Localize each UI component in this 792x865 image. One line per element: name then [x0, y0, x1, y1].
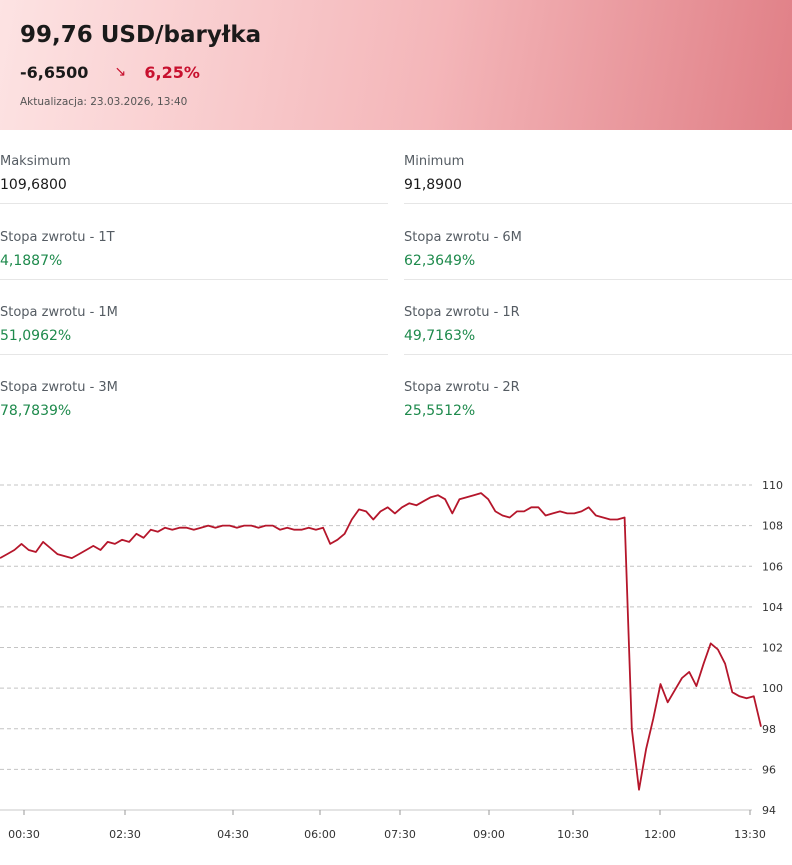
stat-label: Minimum — [404, 154, 465, 169]
y-tick-label: 108 — [762, 520, 783, 533]
stat-label: Stopa zwrotu - 6M — [404, 230, 522, 245]
y-tick-label: 104 — [762, 601, 783, 614]
x-tick-label: 00:30 — [8, 828, 40, 841]
y-tick-label: 102 — [762, 642, 783, 655]
y-tick-label: 98 — [762, 723, 776, 736]
stat-label: Stopa zwrotu - 1R — [404, 305, 520, 320]
price-series-line — [0, 492, 762, 791]
update-timestamp: Aktualizacja: 23.03.2026, 13:40 — [20, 96, 188, 108]
stat-max: Maksimum 109,6800 — [0, 130, 388, 204]
x-tick-label: 13:30 — [734, 828, 766, 841]
price-chart-svg[interactable]: 94 96 98 100 102 104 106 108 110 00:30 02:30 04:30… — [0, 460, 792, 865]
stat-min: Minimum 91,8900 — [404, 130, 792, 204]
price-chart[interactable]: 94 96 98 100 102 104 106 108 110 00:30 02:30 04:30… — [0, 460, 792, 865]
x-tick-label: 02:30 — [109, 828, 141, 841]
stat-return-6m: Stopa zwrotu - 6M 62,3649% — [404, 206, 792, 280]
stat-value: 49,7163% — [404, 328, 476, 344]
stat-label: Stopa zwrotu - 1M — [0, 305, 118, 320]
stat-return-1t: Stopa zwrotu - 1T 4,1887% — [0, 206, 388, 280]
y-tick-label: 100 — [762, 682, 783, 695]
arrow-down-right-icon: ↘ — [114, 64, 127, 80]
stat-value: 25,5512% — [404, 403, 476, 419]
stat-value: 62,3649% — [404, 253, 476, 269]
stat-value: 109,6800 — [0, 177, 67, 193]
y-tick-label: 106 — [762, 560, 783, 573]
stat-return-2r: Stopa zwrotu - 2R 25,5512% — [404, 356, 792, 430]
stat-value: 91,8900 — [404, 177, 462, 193]
change-percent: 6,25% — [144, 62, 200, 82]
change-absolute: -6,6500 — [20, 62, 89, 82]
price-change: -6,6500 ↘ 6,25% — [20, 62, 200, 82]
quote-header: 99,76 USD/baryłka -6,6500 ↘ 6,25% Aktual… — [0, 0, 792, 130]
stat-label: Stopa zwrotu - 2R — [404, 380, 520, 395]
stat-label: Stopa zwrotu - 3M — [0, 380, 118, 395]
x-tick-label: 07:30 — [384, 828, 416, 841]
stat-value: 51,0962% — [0, 328, 72, 344]
y-tick-label: 94 — [762, 804, 776, 817]
current-price: 99,76 USD/baryłka — [20, 22, 262, 48]
stat-value: 78,7839% — [0, 403, 72, 419]
stat-return-1m: Stopa zwrotu - 1M 51,0962% — [0, 281, 388, 355]
x-tick-label: 09:00 — [473, 828, 505, 841]
stat-return-1r: Stopa zwrotu - 1R 49,7163% — [404, 281, 792, 355]
stat-label: Maksimum — [0, 154, 71, 169]
stat-return-3m: Stopa zwrotu - 3M 78,7839% — [0, 356, 388, 430]
y-tick-label: 96 — [762, 763, 776, 776]
x-tick-label: 12:00 — [644, 828, 676, 841]
x-tick-label: 04:30 — [217, 828, 249, 841]
stat-value: 4,1887% — [0, 253, 63, 269]
x-tick-label: 10:30 — [557, 828, 589, 841]
stat-label: Stopa zwrotu - 1T — [0, 230, 115, 245]
y-tick-label: 110 — [762, 479, 783, 492]
x-tick-label: 06:00 — [304, 828, 336, 841]
